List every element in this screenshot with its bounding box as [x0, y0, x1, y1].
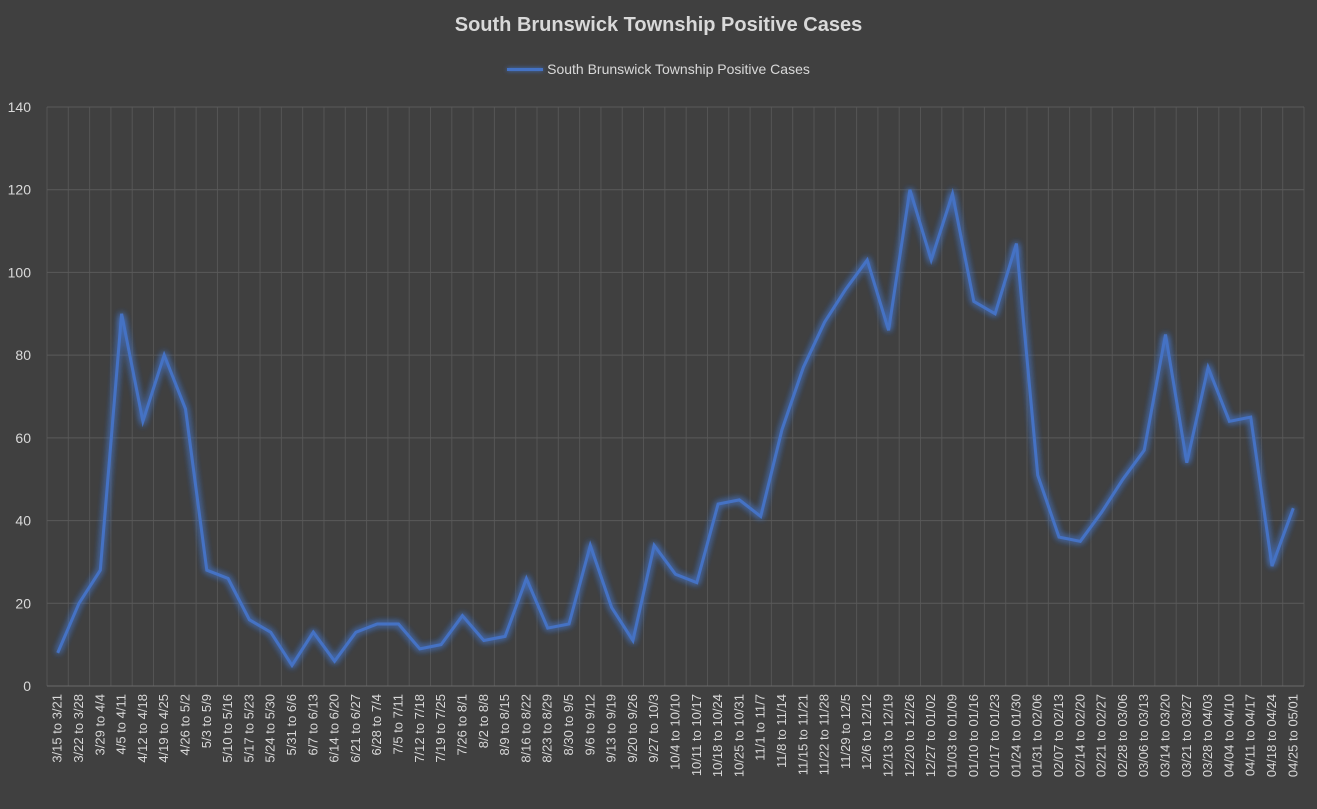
x-tick-label: 11/1 to 11/7: [753, 694, 768, 761]
x-tick-label: 11/15 to 11/21: [795, 694, 810, 775]
x-tick-label: 03/14 to 03/20: [1158, 694, 1173, 777]
y-tick-label: 0: [23, 678, 31, 694]
y-tick-label: 60: [15, 430, 31, 446]
legend: South Brunswick Township Positive Cases: [0, 61, 1317, 77]
x-tick-label: 6/7 to 6/13: [305, 694, 320, 755]
x-tick-label: 11/29 to 12/5: [838, 694, 853, 769]
x-tick-label: 04/11 to 04/17: [1243, 694, 1258, 776]
x-tick-label: 12/6 to 12/12: [859, 694, 874, 770]
x-tick-label: 8/23 to 8/29: [540, 694, 555, 763]
x-tick-label: 11/8 to 11/14: [774, 694, 789, 768]
x-tick-label: 01/31 to 02/06: [1030, 694, 1045, 777]
x-tick-label: 9/13 to 9/19: [604, 694, 619, 763]
x-tick-label: 5/17 to 5/23: [241, 694, 256, 763]
x-tick-label: 10/25 to 10/31: [731, 694, 746, 777]
x-tick-label: 01/03 to 01/09: [944, 694, 959, 777]
x-tick-label: 03/28 to 04/03: [1200, 694, 1215, 777]
x-tick-label: 3/22 to 3/28: [71, 694, 86, 763]
x-tick-label: 04/25 to 05/01: [1285, 694, 1300, 777]
y-axis: 0 20 40 60 80 100 120 140: [8, 99, 32, 694]
x-tick-label: 03/06 to 03/13: [1136, 694, 1151, 777]
x-tick-label: 5/31 to 6/6: [284, 694, 299, 755]
x-tick-label: 3/15 to 3/21: [50, 694, 65, 763]
x-tick-label: 4/5 to 4/11: [114, 694, 129, 754]
legend-label: South Brunswick Township Positive Cases: [547, 61, 810, 77]
x-tick-label: 01/10 to 01/16: [966, 694, 981, 777]
x-tick-label: 5/10 to 5/16: [220, 694, 235, 763]
x-tick-label: 8/9 to 8/15: [497, 694, 512, 755]
x-tick-label: 10/18 to 10/24: [710, 694, 725, 777]
x-tick-label: 8/2 to 8/8: [476, 694, 491, 748]
x-tick-label: 5/3 to 5/9: [199, 694, 214, 748]
x-tick-label: 02/07 to 02/13: [1051, 694, 1066, 777]
series-group: [56, 187, 1295, 669]
y-tick-label: 40: [15, 513, 31, 529]
x-tick-label: 01/24 to 01/30: [1008, 694, 1023, 777]
y-tick-label: 120: [8, 182, 32, 198]
x-tick-label: 7/19 to 7/25: [433, 694, 448, 763]
legend-swatch: [507, 67, 544, 71]
x-tick-label: 5/24 to 5/30: [263, 694, 278, 763]
x-tick-label: 3/29 to 4/4: [92, 694, 107, 755]
series-line: [56, 187, 1295, 669]
y-tick-label: 140: [8, 99, 32, 115]
x-tick-label: 7/26 to 8/1: [454, 694, 469, 755]
x-axis: 3/15 to 3/21 3/22 to 3/28 3/29 to 4/4 4/5 t…: [50, 694, 1301, 777]
x-tick-label: 02/14 to 02/20: [1072, 694, 1087, 777]
x-tick-label: 8/30 to 9/5: [561, 694, 576, 755]
x-tick-label: 6/21 to 6/27: [348, 694, 363, 763]
x-tick-label: 12/27 to 01/02: [923, 694, 938, 777]
x-tick-label: 4/19 to 4/25: [156, 694, 171, 763]
x-tick-label: 01/17 to 01/23: [987, 694, 1002, 777]
gridlines: [46, 106, 1305, 687]
x-tick-label: 02/21 to 02/27: [1094, 694, 1109, 777]
x-tick-label: 6/28 to 7/4: [369, 694, 384, 755]
x-tick-label: 12/20 to 12/26: [902, 694, 917, 777]
x-tick-label: 9/6 to 9/12: [582, 694, 597, 755]
y-tick-label: 100: [8, 264, 32, 280]
x-tick-label: 9/27 to 10/3: [646, 694, 661, 763]
x-tick-label: 04/04 to 04/10: [1221, 694, 1236, 777]
y-tick-label: 80: [15, 347, 31, 363]
x-tick-label: 6/14 to 6/20: [327, 694, 342, 763]
x-tick-label: 03/21 to 03/27: [1179, 694, 1194, 777]
x-tick-label: 4/12 to 4/18: [135, 694, 150, 763]
x-tick-label: 12/13 to 12/19: [881, 694, 896, 777]
x-tick-label: 4/26 to 5/2: [177, 694, 192, 755]
x-tick-label: 10/11 to 10/17: [689, 694, 704, 776]
x-tick-label: 9/20 to 9/26: [625, 694, 640, 763]
x-tick-label: 7/5 to 7/11: [391, 694, 406, 754]
x-tick-label: 10/4 to 10/10: [668, 694, 683, 770]
chart-title: South Brunswick Township Positive Cases: [454, 14, 863, 36]
x-tick-label: 7/12 to 7/18: [412, 694, 427, 763]
x-tick-label: 02/28 to 03/06: [1115, 694, 1130, 777]
y-tick-label: 20: [15, 595, 31, 611]
x-tick-label: 11/22 to 11/28: [817, 694, 832, 775]
x-tick-label: 04/18 to 04/24: [1264, 694, 1279, 777]
x-tick-label: 8/16 to 8/22: [518, 694, 533, 763]
